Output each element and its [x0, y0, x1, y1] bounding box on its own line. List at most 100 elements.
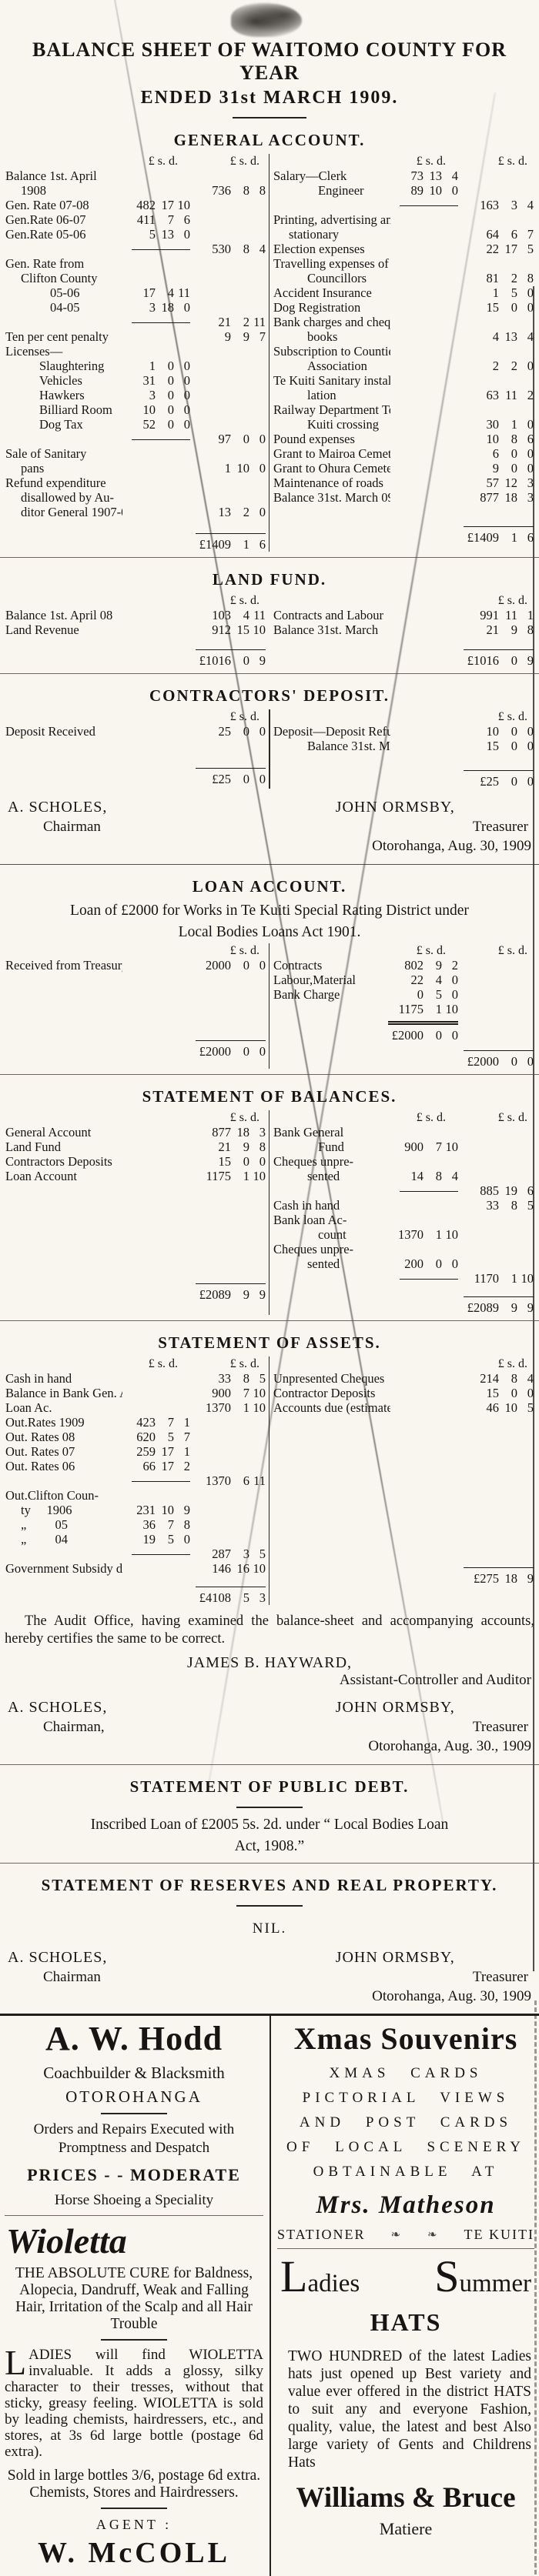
loan-account-subtitle-line2: Local Bodies Loans Act 1901. [178, 924, 361, 940]
ledger-row: 530 8 4 [4, 242, 267, 256]
amount-cell: 31 0 0 [122, 373, 191, 388]
amount-value: 877 18 3 [480, 490, 534, 505]
amount-value: 5 13 0 [149, 227, 190, 242]
ledger-row: Land Revenue 912 15 10 [4, 622, 267, 637]
ledger-row: „ 04 19 5 0 [4, 1532, 267, 1547]
amount-value: 14 8 4 [410, 1169, 459, 1183]
amount-cell: 530 8 4 [192, 242, 266, 256]
amount-value: £2089 9 9 [464, 1296, 534, 1315]
amount-cell: £1016 0 9 [192, 648, 266, 668]
amount-value: 411 7 6 [136, 212, 190, 227]
right-ad-column: Xmas Souvenirs XMAS CARDS PICTORIAL VIEW… [270, 2016, 539, 2576]
ledger-label: Balance 31st. March 09 [273, 490, 390, 505]
ledger-row: Out.Rates 1909 423 7 1 [4, 1415, 267, 1430]
amount-cell: 66 17 2 [122, 1459, 191, 1473]
ledger-row: Refund expenditure [4, 475, 267, 490]
ledger-row: Bank charges and cheque [272, 315, 535, 329]
floral-ornament-icon: ❧ [390, 2229, 403, 2241]
ledger-row: Accounts due (estimated) 46 10 5 [272, 1400, 535, 1415]
amount-cell: £4108 5 3 [192, 1585, 266, 1605]
ledger-row: 885 19 6 [272, 1183, 535, 1198]
amount-value: 46 10 5 [486, 1400, 534, 1415]
column-header: £ s. d. [416, 944, 446, 957]
table-header-row: £ s. d. [4, 943, 267, 958]
land-fund-table: £ s. d. Balance 1st. April 08 103 4 11 Land R… [0, 593, 539, 668]
ledger-label: Travelling expenses of [273, 256, 389, 271]
column-header: £ s. d. [416, 155, 446, 168]
amount-cell: 1370 1 10 [390, 1227, 458, 1242]
ledger-row: £1016 0 9 [272, 648, 535, 668]
amount-cell: 103 4 11 [192, 608, 266, 622]
amount-cell: 10 8 6 [460, 432, 534, 446]
amount-value: 21 9 8 [486, 622, 534, 637]
table-header-row: £ s. d. £ s. d. [272, 943, 535, 958]
section-divider [0, 1074, 539, 1075]
amount-value: 259 17 1 [136, 1444, 190, 1459]
amount-cell: 97 0 0 [192, 432, 266, 446]
ledger-row: pans 1 10 0 [4, 461, 267, 475]
page-title-line2: ENDED 31st MARCH 1909. [140, 88, 399, 108]
ledger-label: ditor General 1907-08 [21, 505, 122, 519]
ad-divider [101, 2508, 167, 2509]
amount-cell [390, 1183, 458, 1192]
statement-of-assets-table: £ s. d. £ s. d. Cash in hand 33 8 5 Balance in… [0, 1356, 539, 1605]
amount-cell: 17 4 11 [122, 285, 191, 300]
treasurer-role: Treasurer [472, 1969, 528, 1985]
amount-value: 482 17 10 [136, 198, 190, 212]
amount-value: £1409 1 6 [464, 526, 534, 545]
signature-place-date: Otorohanga, Aug. 30, 1909 [372, 838, 531, 854]
amount-value: 10 0 0 [486, 724, 534, 739]
amount-cell: £2089 9 9 [192, 1282, 266, 1302]
amount-cell: 163 3 4 [460, 198, 534, 212]
wioletta-cure-text: THE ABSOLUTE CURE for Baldness, Alopecia… [15, 2265, 253, 2332]
column-header: £ s. d. [229, 594, 259, 607]
ledger-row: ty 1906 231 10 9 [4, 1503, 267, 1517]
reserves-value: NIL. [252, 1920, 287, 1937]
ledger-label: Vehicles [39, 373, 82, 388]
ledger-label: Te Kuiti Sanitary instal- [273, 373, 390, 388]
ledger-label: Bank Charge [273, 987, 340, 1002]
ledger-label: Balance in Bank Gen. Ac. [5, 1386, 122, 1400]
ledger-row: Licenses— [4, 344, 267, 359]
ledger-label: Railway Department Te [273, 402, 390, 417]
hodd-town-line: OTOROHANGA [65, 2087, 203, 2106]
amount-value: 30 1 0 [486, 417, 534, 432]
ledger-label: Engineer [318, 183, 364, 198]
amount-value: £2000 0 0 [388, 1021, 458, 1043]
ledger-label: Billiard Room [39, 402, 112, 417]
heading-divider [236, 1807, 303, 1808]
chairman-name: A. SCHOLES, [8, 1699, 108, 1716]
amount-value: 10 0 0 [142, 402, 191, 417]
amount-cell: 73 13 4 [390, 169, 459, 183]
reserves-heading: STATEMENT OF RESERVES AND REAL PROPERTY. [41, 1876, 498, 1894]
amount-cell: 21 2 11 [192, 315, 266, 329]
ledger-row: Out. Rates 07 259 17 1 [4, 1444, 267, 1459]
ledger-row: Maintenance of roads 57 12 3 [272, 475, 535, 490]
ledger-label: Out.Rates 1909 [5, 1415, 85, 1430]
amount-cell: 10 0 0 [122, 402, 191, 417]
ledger-label: Out. Rates 06 [5, 1459, 75, 1473]
ledger-label: Election expenses [273, 242, 365, 256]
ledger-label: Unpresented Cheques [273, 1371, 385, 1386]
column-header: £ s. d. [416, 1111, 446, 1124]
amount-value: 97 0 0 [218, 432, 266, 446]
amount-cell: 877 18 3 [460, 490, 534, 505]
amount-cell [390, 198, 458, 206]
loan-account-receipts-column: £ s. d. Received from Treasury 2000 0 0 £2000… [2, 943, 270, 1069]
amount-value: 1370 1 10 [398, 1227, 458, 1242]
ledger-label: Clifton County [21, 271, 98, 285]
amount-value: 900 7 10 [212, 1386, 266, 1400]
treasurer-role: Treasurer [472, 819, 528, 835]
hodd-ad-name: A. W. Hodd [45, 2020, 223, 2057]
amount-value: 214 8 4 [480, 1371, 534, 1386]
sum-rule-line [132, 249, 190, 250]
ledger-row: Ten per cent penalty 9 9 7 [4, 329, 267, 344]
xmas-line: XMAS CARDS [329, 2065, 483, 2081]
amount-value: 33 8 5 [218, 1371, 266, 1386]
ledger-label: Slaughtering [39, 359, 105, 373]
amount-value: 2000 0 0 [206, 958, 266, 973]
amount-cell: 1370 6 11 [192, 1473, 266, 1488]
ledger-label: Balance 31st. March [273, 622, 379, 637]
ledger-label: Printing, advertising and [273, 212, 390, 227]
